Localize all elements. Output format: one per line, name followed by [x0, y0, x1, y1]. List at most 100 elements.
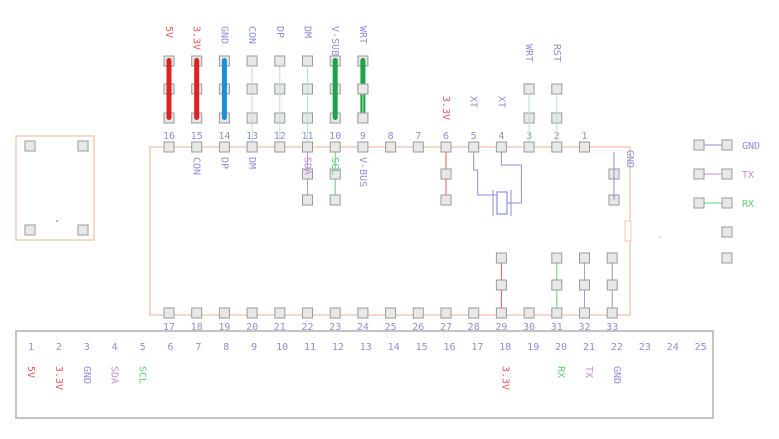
chip-top-pad — [579, 141, 590, 153]
connector-pad — [721, 197, 733, 209]
chip-inner-pad — [302, 194, 313, 206]
chip-inner-pad — [440, 168, 452, 180]
chip-bottom-pin-number: 25 — [385, 322, 397, 333]
chip-top-pad — [523, 141, 535, 153]
chip-bottom-pad — [191, 307, 203, 319]
chip-above-label: XT — [468, 96, 479, 108]
module-pad — [24, 140, 36, 152]
chip-top-pad — [495, 141, 507, 153]
chip-inner-pad — [440, 194, 452, 206]
connector-pad — [721, 139, 733, 151]
chip-bottom-pin-number: 21 — [274, 322, 286, 333]
chip-inner-pad — [495, 252, 507, 264]
chip-top-pad — [440, 141, 452, 153]
strip-number: 5 — [140, 342, 146, 353]
strip-number: 22 — [611, 342, 623, 353]
chip-under-label: DP — [218, 157, 229, 169]
header-jumper — [194, 58, 200, 120]
chip-inner-pad — [606, 279, 618, 291]
chip-inner-pad — [302, 168, 313, 180]
connector-pad — [693, 168, 705, 180]
strip-number: 4 — [112, 342, 118, 353]
header-pad — [274, 55, 286, 67]
header-label: GND — [218, 26, 229, 44]
chip-bottom-pin-number: 26 — [412, 322, 424, 333]
chip-bottom-pad — [579, 307, 590, 319]
chip-bottom-pad — [329, 307, 341, 319]
strip-number: 12 — [332, 342, 344, 353]
strip-number: 1 — [28, 342, 34, 353]
strip-number: 13 — [360, 342, 372, 353]
chip-inner-pad — [579, 252, 590, 264]
chip-top-pin-number: 6 — [443, 131, 449, 142]
strip-label: RX — [555, 366, 566, 378]
chip-notch — [624, 220, 632, 242]
chip-bottom-pad — [412, 307, 424, 319]
header-jumper — [166, 58, 172, 120]
chip-bottom-pad — [606, 307, 618, 319]
chip-top-pad — [357, 141, 369, 153]
chip-top-pin-number: 5 — [471, 131, 477, 142]
chip-under-label: SCL — [329, 157, 340, 175]
chip-top-pad — [468, 141, 480, 153]
strip-label: GND — [81, 366, 92, 384]
chip-above-label: WRT — [523, 44, 534, 62]
speck — [56, 220, 58, 222]
chip-bottom-pin-number: 30 — [523, 322, 535, 333]
strip-number: 19 — [527, 342, 539, 353]
connector-label: GND — [742, 141, 760, 152]
chip-top-pad — [218, 141, 230, 153]
chip-top-pad — [329, 141, 341, 153]
chip-top-pad — [551, 141, 563, 153]
strip-number: 14 — [388, 342, 400, 353]
strip-number: 8 — [223, 342, 229, 353]
chip-top-pin-number: 15 — [191, 131, 203, 142]
chip-bottom-pad — [302, 307, 313, 319]
strip-number: 20 — [555, 342, 567, 353]
chip-inner-pad — [579, 279, 590, 291]
chip-top-pin-number: 12 — [274, 131, 286, 142]
chip-bottom-pad — [357, 307, 369, 319]
strip-label: 5V — [25, 366, 36, 378]
crystal-lead — [500, 152, 522, 204]
chip-above-label: XT — [495, 96, 506, 108]
strip-number: 10 — [276, 342, 288, 353]
crystal-body — [496, 191, 508, 215]
strip-number: 7 — [195, 342, 201, 353]
strip-label: SCL — [137, 366, 148, 384]
chip-bottom-pin-number: 23 — [329, 322, 341, 333]
chip-above-label: RST — [551, 44, 562, 62]
chip-bottom-pin-number: 19 — [218, 322, 230, 333]
chip-inner-pad — [606, 252, 618, 264]
chip-under-label: CON — [191, 157, 202, 175]
vbus-pad — [357, 112, 369, 124]
strip-label: 3.3V — [53, 366, 64, 390]
chip-bottom-pin-number: 27 — [440, 322, 452, 333]
chip-bottom-pad — [551, 307, 563, 319]
chip-top-pad — [412, 141, 424, 153]
strip-number: 3 — [84, 342, 90, 353]
chip-top-pad — [191, 141, 203, 153]
header-label: DP — [274, 26, 285, 38]
chip-top-pin-number: 4 — [498, 131, 504, 142]
connector-pad — [721, 252, 733, 264]
left-module — [15, 135, 95, 241]
chip-bottom-pin-number: 18 — [191, 322, 203, 333]
header-label: DM — [302, 26, 313, 38]
vbus-pad — [357, 83, 369, 95]
strip-number: 17 — [471, 342, 483, 353]
connector-pad — [721, 168, 733, 180]
chip-inner-pad — [329, 168, 341, 180]
chip-bottom-pin-number: 29 — [495, 322, 507, 333]
chip-side-label: GND — [624, 150, 635, 168]
speck — [659, 236, 661, 238]
strip-label: SDA — [109, 366, 120, 384]
chip-bottom-pin-number: 17 — [163, 322, 175, 333]
strip-number: 11 — [304, 342, 316, 353]
crystal-lead — [473, 152, 497, 196]
strip-number: 23 — [639, 342, 651, 353]
strip-number: 6 — [167, 342, 173, 353]
chip-top-pin-number: 1 — [581, 131, 587, 142]
